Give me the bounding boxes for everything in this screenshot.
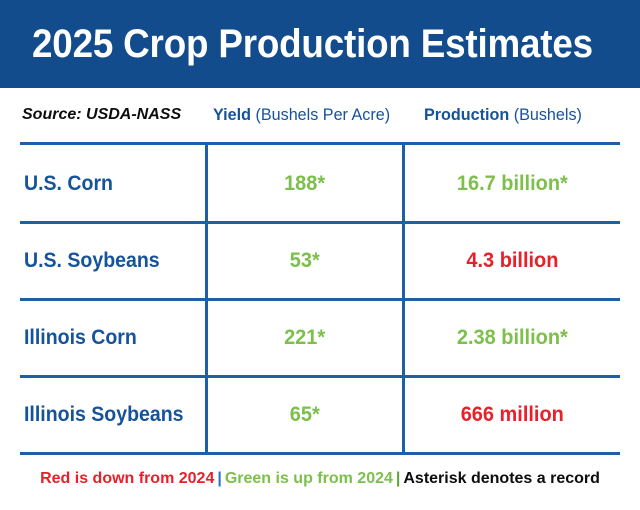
page-title: 2025 Crop Production Estimates xyxy=(32,22,593,66)
column-header-production-units: (Bushels) xyxy=(509,105,582,124)
legend-separator-2: | xyxy=(395,470,401,487)
title-banner: 2025 Crop Production Estimates xyxy=(0,0,640,88)
yield-value: 53* xyxy=(290,248,320,272)
table-row: Illinois Corn 221* 2.38 billion* xyxy=(0,299,640,376)
legend-separator-1: | xyxy=(217,470,222,487)
production-cell: 666 million xyxy=(405,376,620,453)
table-column-divider-2 xyxy=(402,142,405,452)
table-row: U.S. Corn 188* 16.7 billion* xyxy=(0,145,640,222)
table-row: Illinois Soybeans 65* 666 million xyxy=(0,376,640,453)
table-rule-top xyxy=(20,142,620,145)
column-header-yield-label: Yield xyxy=(213,105,251,124)
crop-name-cell: Illinois Soybeans xyxy=(20,376,205,453)
yield-cell: 188* xyxy=(208,145,402,222)
production-value: 2.38 billion* xyxy=(457,325,568,349)
legend: Red is down from 2024 | Green is up from 2… xyxy=(0,468,640,490)
table-rule-1 xyxy=(20,221,620,224)
production-value: 4.3 billion xyxy=(466,248,559,272)
crop-name-cell: U.S. Corn xyxy=(20,145,205,222)
crop-name-cell: Illinois Corn xyxy=(20,299,205,376)
table-rule-bottom xyxy=(20,452,620,455)
data-table: Source: USDA-NASS Yield (Bushels Per Acr… xyxy=(0,88,640,458)
crop-name: U.S. Corn xyxy=(24,171,113,195)
legend-red-text: Red is down from 2024 xyxy=(40,470,215,487)
crop-name: U.S. Soybeans xyxy=(24,248,160,272)
source-label: Source: USDA-NASS xyxy=(22,106,182,123)
yield-value: 188* xyxy=(284,171,326,195)
table-column-divider-1 xyxy=(205,142,208,452)
crop-name: Illinois Soybeans xyxy=(24,402,184,426)
yield-cell: 221* xyxy=(208,299,402,376)
table-rule-2 xyxy=(20,298,620,301)
column-header-yield: Yield (Bushels Per Acre) xyxy=(213,102,390,128)
production-value: 666 million xyxy=(460,402,565,426)
production-cell: 2.38 billion* xyxy=(405,299,620,376)
yield-value: 65* xyxy=(290,402,320,426)
yield-cell: 65* xyxy=(208,376,402,453)
crop-name-cell: U.S. Soybeans xyxy=(20,222,205,299)
column-header-production-label: Production xyxy=(424,105,510,124)
column-header-production: Production (Bushels) xyxy=(424,102,582,128)
column-header-yield-units: (Bushels Per Acre) xyxy=(251,105,391,124)
table-rule-3 xyxy=(20,375,620,378)
production-value: 16.7 billion* xyxy=(457,171,568,195)
yield-cell: 53* xyxy=(208,222,402,299)
production-cell: 16.7 billion* xyxy=(405,145,620,222)
table-row: U.S. Soybeans 53* 4.3 billion xyxy=(0,222,640,299)
crop-name: Illinois Corn xyxy=(24,325,137,349)
production-cell: 4.3 billion xyxy=(405,222,620,299)
yield-value: 221* xyxy=(284,325,326,349)
legend-asterisk-text: Asterisk denotes a record xyxy=(403,470,600,487)
legend-green-text: Green is up from 2024 xyxy=(224,470,393,487)
